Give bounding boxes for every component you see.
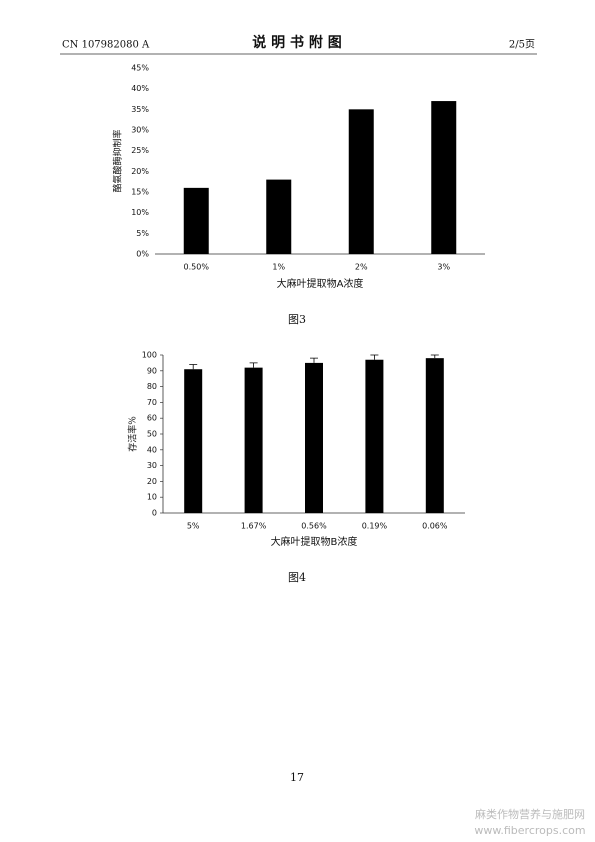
figure-caption: 图4: [288, 571, 306, 584]
x-axis-label: 大麻叶提取物B浓度: [271, 535, 358, 548]
page-number: 17: [290, 771, 304, 784]
y-tick-label: 100: [142, 351, 157, 360]
doc-number: CN 107982080 A: [62, 40, 150, 51]
figure-caption: 图3: [288, 313, 306, 326]
x-tick-label: 0.19%: [362, 522, 388, 531]
x-tick-label: 5%: [187, 522, 200, 531]
y-tick-label: 30%: [131, 126, 149, 135]
watermark: 麻类作物营养与施肥网: [475, 807, 585, 821]
x-tick-label: 1%: [272, 263, 285, 272]
y-tick-label: 50: [147, 430, 157, 439]
y-tick-label: 35%: [131, 105, 149, 114]
x-tick-label: 0.56%: [301, 522, 327, 531]
x-tick-label: 0.50%: [184, 263, 210, 272]
bar: [244, 367, 263, 513]
y-tick-label: 0%: [136, 250, 149, 259]
page-of: 2/5页: [509, 39, 535, 51]
bar: [266, 179, 292, 254]
y-tick-label: 15%: [131, 188, 149, 197]
error-bar: [370, 354, 379, 360]
x-tick-label: 1.67%: [241, 522, 267, 531]
x-tick-label: 0.06%: [422, 522, 448, 531]
bar: [184, 369, 203, 513]
y-tick-label: 5%: [136, 229, 149, 238]
bar: [431, 101, 457, 254]
bar: [183, 187, 209, 254]
y-tick-label: 40: [147, 445, 157, 454]
y-axis-label: 存活率%: [127, 416, 139, 452]
y-tick-label: 0: [152, 509, 157, 518]
y-tick-label: 30: [147, 461, 157, 470]
x-axis-label: 大麻叶提取物A浓度: [277, 277, 364, 290]
y-tick-label: 25%: [131, 146, 149, 155]
y-tick-label: 60: [147, 414, 157, 423]
bar: [305, 362, 323, 513]
y-tick-label: 10: [147, 493, 157, 502]
y-tick-label: 40%: [131, 84, 149, 93]
doc-title: 说 明 书 附 图: [252, 34, 342, 51]
y-tick-label: 10%: [131, 208, 149, 217]
y-tick-label: 20%: [131, 167, 149, 176]
bar: [425, 358, 444, 513]
y-tick-label: 70: [147, 398, 157, 407]
bar: [348, 109, 374, 254]
y-tick-label: 45%: [131, 64, 149, 73]
x-tick-label: 2%: [355, 263, 368, 272]
error-bar: [249, 362, 258, 368]
y-tick-label: 80: [147, 382, 157, 391]
error-bar: [310, 357, 318, 363]
watermark-url: www.fibercrops.com: [474, 824, 585, 837]
error-bar: [430, 354, 439, 359]
y-tick-label: 90: [147, 366, 157, 375]
error-bar: [189, 364, 198, 370]
x-tick-label: 3%: [437, 263, 450, 272]
y-axis-label: 酪氨酸酶抑制率: [112, 129, 124, 192]
y-tick-label: 20: [147, 477, 157, 486]
bar: [365, 359, 384, 513]
